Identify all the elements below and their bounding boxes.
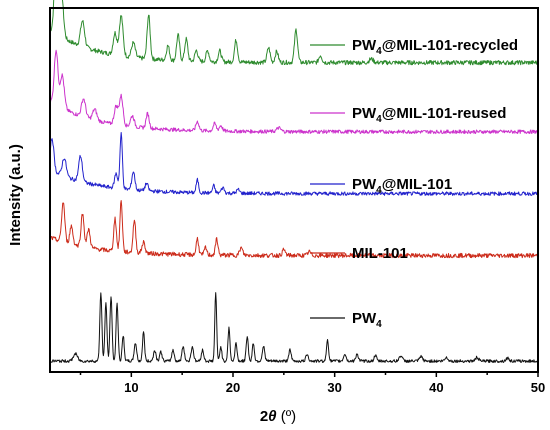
x-axis-title-unit: (º)	[277, 408, 297, 425]
series-line-1	[49, 49, 539, 135]
x-tick-label-20: 20	[226, 380, 240, 395]
x-axis-ticks: 10 20 30 40 50	[79, 372, 545, 395]
plot-frame	[49, 7, 539, 373]
x-axis-title: 2θ (º)	[260, 408, 296, 425]
legend-label-0: PW4@MIL-101-recycled	[352, 37, 518, 57]
series-line-4	[49, 292, 539, 364]
inline-legend: PW4@MIL-101-recycled PW4@MIL-101-reused PW…	[310, 37, 518, 330]
x-tick-label-30: 30	[327, 380, 341, 395]
legend-label-4: PW4	[352, 310, 382, 330]
series-line-2	[49, 132, 539, 196]
series-line-3	[49, 200, 539, 259]
x-tick-label-10: 10	[124, 380, 138, 395]
legend-label-2: PW4@MIL-101	[352, 176, 452, 196]
series-line-0	[49, 0, 539, 66]
x-tick-label-40: 40	[429, 380, 443, 395]
x-axis-title-theta: θ	[268, 408, 277, 425]
series-layer	[49, 0, 539, 364]
legend-label-3: MIL-101	[352, 245, 408, 262]
x-axis-title-two: 2	[260, 408, 268, 425]
legend-label-1: PW4@MIL-101-reused	[352, 105, 506, 125]
y-axis-title: Intensity (a.u.)	[7, 144, 24, 246]
x-tick-label-50: 50	[531, 380, 545, 395]
